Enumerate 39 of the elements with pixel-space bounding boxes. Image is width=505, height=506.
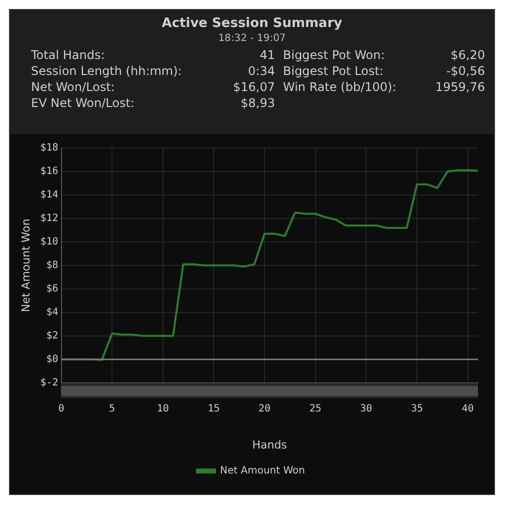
x-tick-label: 35: [410, 403, 423, 414]
y-tick-label: $12: [40, 213, 58, 224]
y-tick-label: $14: [40, 190, 58, 201]
y-axis-title: Net Amount Won: [19, 218, 32, 312]
text: Net Won/Lost:: [31, 80, 116, 94]
text: $6,20: [450, 48, 485, 62]
x-tick-label: 20: [258, 403, 271, 414]
x-tick-label: 15: [208, 403, 220, 414]
x-tick-label: 40: [462, 403, 474, 414]
text: Biggest Pot Won:: [282, 48, 386, 62]
text: 1959,76: [434, 80, 485, 94]
x-tick-label: 0: [58, 403, 64, 414]
x-tick-label: 10: [156, 403, 169, 414]
x-tick-label: 25: [309, 403, 322, 414]
y-tick-label: $10: [40, 236, 58, 248]
text: EV Net Won/Lost:: [31, 96, 136, 110]
y-tick-label: $8: [46, 260, 58, 271]
chart-title: Active Session Summary: [160, 16, 344, 31]
y-tick-label: $16: [40, 166, 58, 178]
y-tick-label: $2: [46, 330, 58, 342]
y-tick-label: $18: [40, 142, 58, 154]
legend-label: Net Amount Won: [220, 466, 305, 477]
y-tick-label: $0: [46, 354, 58, 365]
text: -$0,56: [445, 64, 485, 78]
text: 0:34: [247, 64, 275, 78]
text: Session Length (hh:mm):: [31, 64, 183, 78]
y-tick-label: $6: [46, 283, 58, 294]
text: Win Rate (bb/100):: [282, 80, 398, 94]
text: $8,93: [240, 96, 275, 110]
text: Total Hands:: [31, 48, 106, 62]
y-tick-label: $-2: [40, 377, 58, 388]
chart-subtitle: 18:32 - 19:07: [217, 33, 287, 44]
x-tick-label: 5: [109, 403, 116, 414]
y-tick-label: $4: [46, 306, 58, 318]
text: Biggest Pot Lost:: [282, 64, 384, 78]
x-tick-label: 30: [360, 403, 372, 414]
text: 41: [258, 48, 275, 62]
x-axis-title: Hands: [252, 438, 288, 452]
text: $16,07: [232, 80, 275, 94]
